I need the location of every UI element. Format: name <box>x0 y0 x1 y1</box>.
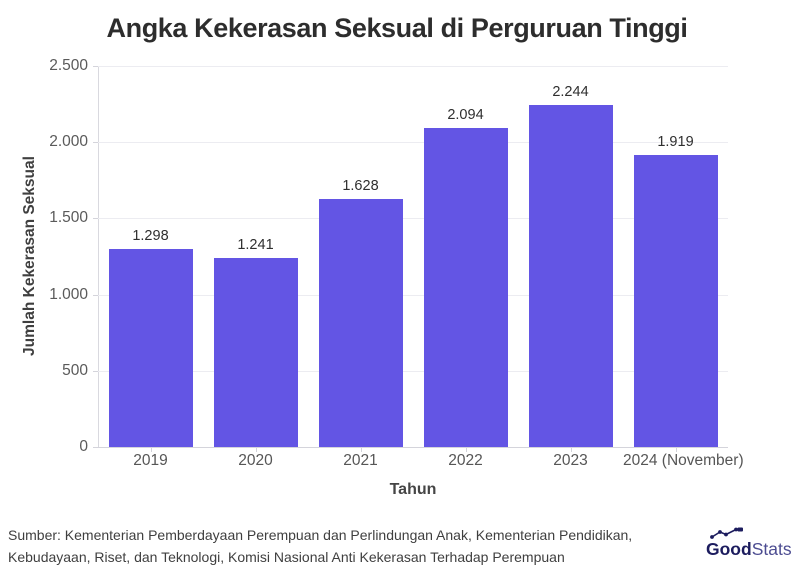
x-tick-mark <box>465 447 467 452</box>
gridline <box>98 218 728 220</box>
plot-area: 1.298 1.241 1.628 2.094 2.244 1.919 <box>93 66 728 452</box>
y-tick-mark <box>93 370 98 372</box>
y-tick-label: 2.000 <box>49 133 88 151</box>
source-note: Sumber: Kementerian Pemberdayaan Perempu… <box>8 524 698 568</box>
bar-2024 (November) <box>633 154 718 447</box>
source-line-1: Sumber: Kementerian Pemberdayaan Perempu… <box>8 527 633 543</box>
x-tick-mark <box>360 447 362 452</box>
y-tick-mark <box>93 66 98 67</box>
y-tick-label: 2.500 <box>49 57 88 74</box>
source-line-2: Kebudayaan, Riset, dan Teknologi, Komisi… <box>8 549 565 565</box>
y-tick-label: 1.500 <box>49 209 88 227</box>
y-tick-mark <box>93 142 98 144</box>
x-tick-mark <box>150 447 152 452</box>
x-tick-label: 2021 <box>343 452 378 469</box>
bar-2023 <box>528 105 613 447</box>
bar-value-label: 1.628 <box>342 177 379 194</box>
goodstats-line-chart-icon <box>710 527 743 539</box>
y-tick-label: 0 <box>79 438 88 455</box>
gridline <box>98 294 728 296</box>
bar-value-label: 1.298 <box>132 228 169 245</box>
x-tick-label: 2019 <box>133 452 168 469</box>
bar-value-label: 2.094 <box>447 106 484 123</box>
gridline <box>98 370 728 372</box>
y-tick-mark <box>93 294 98 296</box>
x-tick-label: 2023 <box>553 452 588 469</box>
logo-text-good: Good <box>706 539 752 559</box>
x-tick-label: 2020 <box>238 452 273 469</box>
bar-2020 <box>213 257 298 447</box>
logo-text-stats: Stats <box>751 539 792 559</box>
gridline <box>98 142 728 144</box>
y-axis-line <box>98 66 99 447</box>
x-axis-title: Tahun <box>389 481 437 498</box>
bar-2022 <box>423 127 508 447</box>
gridline <box>98 66 728 67</box>
goodstats-logo-text: GoodStats <box>706 539 792 560</box>
bar-value-label: 2.244 <box>552 84 589 100</box>
bar-value-label: 1.919 <box>657 133 694 150</box>
chart-title: Angka Kekerasan Seksual di Perguruan Tin… <box>106 13 688 43</box>
y-tick-mark <box>93 447 98 448</box>
bar-2021 <box>318 198 403 447</box>
y-tick-mark <box>93 218 98 220</box>
bar-value-label: 1.241 <box>237 236 274 253</box>
x-tick-label: 2022 <box>448 452 483 469</box>
x-tick-mark <box>570 447 572 452</box>
x-tick-mark <box>255 447 257 452</box>
x-tick-mark <box>675 447 677 452</box>
x-axis-line <box>98 447 728 448</box>
y-axis-title: Jumlah Kekerasan Seksual <box>21 156 38 356</box>
y-tick-label: 500 <box>62 361 88 379</box>
x-tick-label: 2024 (November) <box>623 452 744 469</box>
goodstats-logo: GoodStats <box>706 527 792 561</box>
y-tick-label: 1.000 <box>49 285 88 303</box>
bar-2019 <box>108 249 193 447</box>
